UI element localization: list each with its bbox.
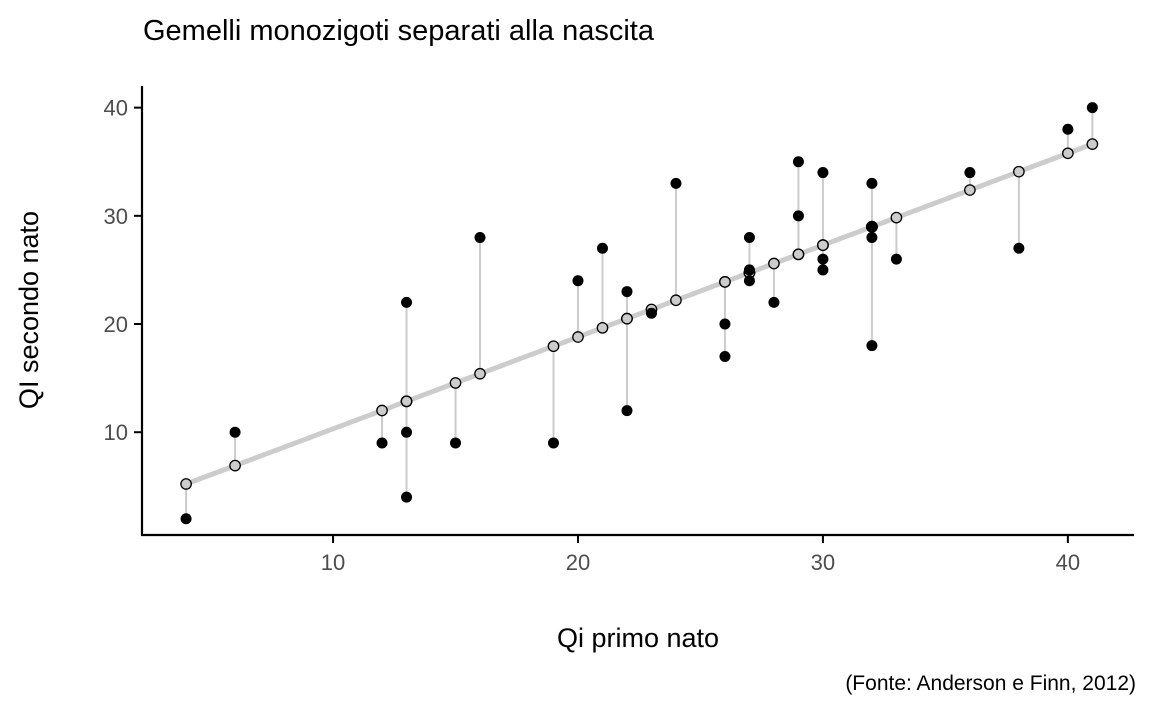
data-point [817, 253, 829, 265]
fitted-point [1062, 147, 1074, 160]
data-point [401, 491, 413, 503]
fitted-point [792, 248, 805, 261]
x-tick-label: 20 [566, 550, 590, 575]
data-point [866, 177, 878, 189]
fitted-point [890, 211, 903, 224]
fitted-point [596, 321, 609, 334]
fitted-point [1013, 165, 1025, 178]
chart-title: Gemelli monozigoti separati alla nascita [143, 15, 655, 47]
fitted-point [400, 395, 413, 408]
data-point [1013, 242, 1025, 254]
y-axis: 10 20 30 40 [104, 96, 142, 445]
data-point [180, 513, 192, 525]
data-point [743, 231, 755, 243]
fitted-point [572, 331, 584, 343]
data-point [596, 242, 608, 254]
x-axis: 10 20 30 40 [321, 535, 1080, 575]
data-point [866, 340, 878, 352]
fitted-point [621, 312, 633, 325]
fitted-point [670, 294, 682, 307]
data-point [401, 426, 413, 438]
data-point [719, 350, 731, 362]
data-point [817, 167, 829, 179]
y-axis-title: QI secondo nato [14, 211, 44, 409]
data-point [743, 264, 755, 276]
data-point [890, 253, 902, 265]
data-point [645, 307, 657, 319]
x-tick-label: 30 [811, 550, 835, 575]
y-tick-label: 20 [104, 312, 128, 337]
fitted-point [817, 239, 829, 252]
y-tick-label: 40 [104, 96, 128, 121]
data-point [719, 318, 731, 330]
data-point [450, 437, 462, 449]
data-point [1086, 102, 1098, 114]
data-point [621, 405, 633, 417]
data-point [792, 156, 804, 168]
fitted-point [547, 340, 560, 353]
fitted-point [474, 367, 486, 380]
fitted-point [180, 478, 192, 490]
fitted-point [376, 404, 388, 417]
data-point [474, 231, 486, 243]
fitted-point [449, 377, 462, 389]
fitted-point [1086, 138, 1099, 150]
x-tick-label: 10 [321, 550, 345, 575]
fitted-point [964, 184, 976, 196]
y-tick-label: 30 [104, 204, 128, 229]
source-caption: (Fonte: Anderson e Finn, 2012) [845, 672, 1136, 695]
data-point [964, 167, 976, 179]
fitted-point [229, 459, 241, 472]
data-point [743, 275, 755, 287]
x-axis-title: Qi primo nato [557, 623, 719, 653]
data-point [670, 177, 682, 189]
data-point [866, 231, 878, 243]
data-point [401, 296, 413, 308]
data-point [792, 210, 804, 222]
data-point [229, 426, 241, 438]
y-tick-label: 10 [104, 420, 128, 445]
fitted-point [719, 276, 731, 288]
data-point [866, 221, 878, 233]
data-point [1062, 123, 1074, 135]
fitted-point [768, 257, 780, 270]
data-point [817, 264, 829, 276]
plot-area [180, 102, 1099, 525]
data-point [768, 296, 780, 308]
data-point [376, 437, 388, 449]
regression-line [183, 141, 1095, 487]
data-point [572, 275, 584, 287]
data-point [547, 437, 559, 449]
x-tick-label: 40 [1056, 550, 1080, 575]
data-point [621, 286, 633, 298]
